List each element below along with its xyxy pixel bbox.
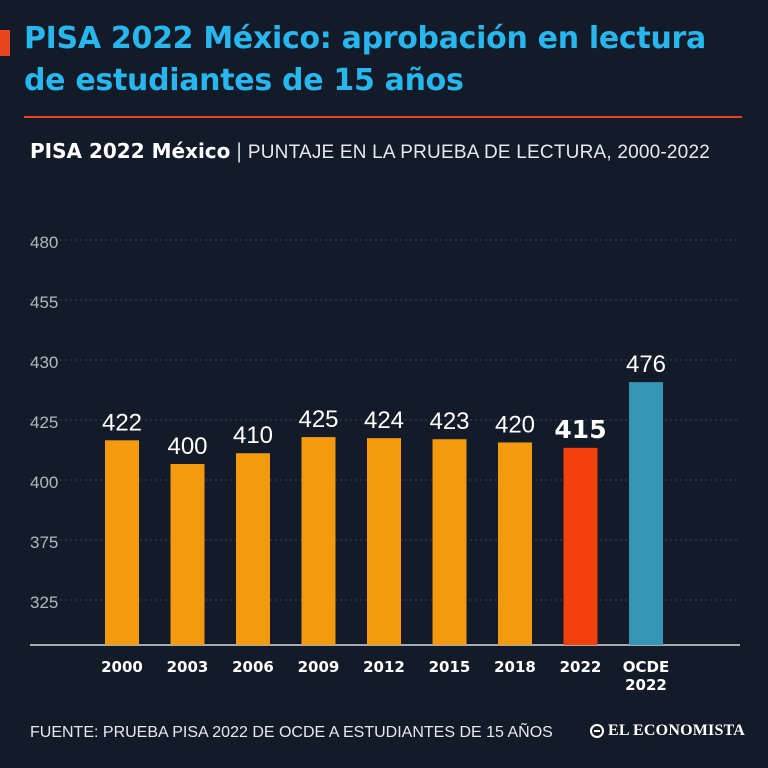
bar — [498, 442, 532, 645]
data-label: 425 — [298, 406, 338, 433]
headline: PISA 2022 México: aprobación en lectura … — [24, 21, 706, 98]
subtitle-separator: | — [236, 140, 242, 163]
bar — [301, 437, 336, 645]
x-tick-label: OCDE — [623, 658, 669, 676]
y-tick-label: 430 — [30, 353, 58, 372]
data-label: 415 — [554, 415, 606, 444]
x-tick-label: 2018 — [494, 658, 536, 676]
brand-name: EL ECONOMISTA — [608, 722, 745, 739]
x-tick-label: 2012 — [363, 658, 405, 676]
x-tick-label: 2015 — [429, 658, 471, 676]
bar — [563, 447, 598, 645]
x-tick-label: 2000 — [101, 658, 143, 676]
data-label: 422 — [102, 409, 142, 436]
data-label: 400 — [167, 433, 207, 460]
y-tick-label: 455 — [30, 293, 58, 312]
globe-icon — [590, 724, 604, 738]
x-tick-label: 2022 — [560, 658, 602, 676]
y-tick-label: 325 — [30, 593, 58, 612]
x-tick-label: 2006 — [232, 658, 274, 676]
x-tick-label: 2022 — [625, 676, 667, 694]
data-label: 410 — [233, 422, 273, 449]
y-tick-label: 480 — [30, 233, 58, 252]
source-footer: FUENTE: PRUEBA PISA 2022 DE OCDE A ESTUD… — [30, 724, 553, 741]
bar — [629, 382, 663, 645]
bar — [367, 438, 401, 645]
x-tick-label: 2003 — [167, 658, 209, 676]
data-label: 476 — [626, 351, 666, 378]
bar — [105, 440, 139, 645]
subtitle-bold: PISA 2022 México — [30, 139, 231, 163]
y-tick-label: 400 — [30, 473, 58, 492]
brand-logo: EL ECONOMISTA — [590, 722, 745, 740]
accent-bar — [0, 30, 10, 56]
chart-subtitle: PISA 2022 México | PUNTAJE EN LA PRUEBA DE… — [30, 139, 760, 164]
x-tick-label: 2009 — [298, 658, 340, 676]
y-tick-label: 375 — [30, 533, 58, 552]
data-label: 420 — [495, 411, 535, 438]
bar — [236, 453, 270, 645]
bar — [432, 439, 467, 645]
data-label: 424 — [364, 407, 404, 434]
subtitle-light: PUNTAJE EN LA PRUEBA DE LECTURA, 2000-20… — [247, 142, 710, 163]
headline-rule — [24, 116, 742, 118]
data-label: 423 — [429, 408, 469, 435]
y-tick-label: 425 — [30, 413, 58, 432]
bar — [170, 464, 205, 645]
